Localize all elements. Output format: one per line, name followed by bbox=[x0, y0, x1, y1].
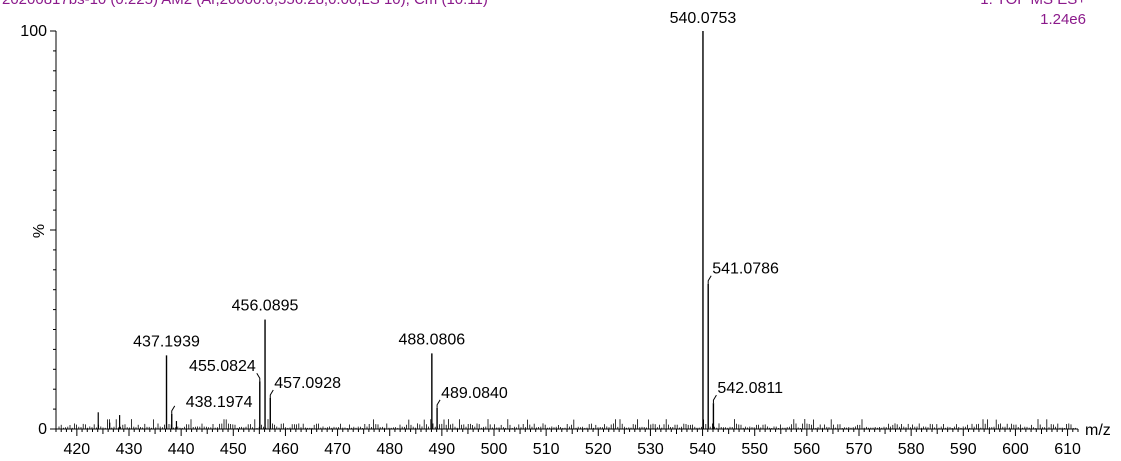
peak-label-leader bbox=[707, 275, 712, 284]
x-tick-label: 460 bbox=[272, 441, 299, 458]
peak-label-leader bbox=[171, 405, 176, 414]
x-tick-label: 490 bbox=[429, 441, 456, 458]
x-tick-label: 560 bbox=[794, 441, 821, 458]
peak-label: 437.1939 bbox=[133, 333, 200, 350]
x-tick-label: 450 bbox=[220, 441, 247, 458]
x-tick-label: 570 bbox=[846, 441, 873, 458]
peak-label-leader bbox=[712, 394, 717, 404]
x-tick-label: 540 bbox=[689, 441, 716, 458]
peak-label: 488.0806 bbox=[398, 331, 465, 348]
x-tick-label: 420 bbox=[64, 441, 91, 458]
y-tick-label: 0 bbox=[38, 421, 47, 438]
x-tick-label: 430 bbox=[116, 441, 143, 458]
y-tick-label: 100 bbox=[20, 23, 47, 40]
x-tick-label: 530 bbox=[637, 441, 664, 458]
x-tick-label: 600 bbox=[1002, 441, 1029, 458]
peaks bbox=[97, 31, 715, 429]
base-peak-intensity: 1.24e6 bbox=[1040, 11, 1086, 28]
peak-labels: 437.1939 438.1974 455.0824 456.0895 457.0928… bbox=[133, 10, 783, 414]
sample-header: 20200817bs-10 (0.225) AM2 (Ar,20000.0,55… bbox=[2, 0, 488, 8]
peak-label: 457.0928 bbox=[274, 375, 341, 392]
peak-label: 455.0824 bbox=[189, 358, 256, 375]
peak-label: 540.0753 bbox=[670, 10, 737, 27]
x-tick-label: 590 bbox=[950, 441, 977, 458]
peak-label-leader bbox=[256, 372, 261, 382]
x-tick-label: 550 bbox=[741, 441, 768, 458]
peak-label-leader bbox=[269, 389, 274, 398]
x-tick-label: 470 bbox=[324, 441, 351, 458]
peak-label-leader bbox=[436, 399, 441, 408]
axes: 0 100 420 430 440 450 460 470 480 490 500 510 520 530… bbox=[20, 23, 1081, 458]
x-tick-label: 440 bbox=[168, 441, 195, 458]
x-tick-label: 520 bbox=[585, 441, 612, 458]
y-axis-label: % bbox=[31, 224, 48, 238]
x-tick-label: 480 bbox=[376, 441, 403, 458]
peak-label: 541.0786 bbox=[712, 261, 779, 278]
x-tick-label: 500 bbox=[481, 441, 508, 458]
x-tick-label: 510 bbox=[533, 441, 560, 458]
x-axis-label: m/z bbox=[1085, 422, 1111, 439]
peak-label: 489.0840 bbox=[441, 385, 508, 402]
peak-label: 438.1974 bbox=[186, 394, 253, 411]
peak-label: 542.0811 bbox=[717, 380, 783, 397]
peak-label: 456.0895 bbox=[232, 298, 299, 315]
instrument-label: 1: TOF MS ES+ bbox=[980, 0, 1086, 8]
baseline-noise bbox=[58, 419, 1076, 429]
x-tick-label: 610 bbox=[1054, 441, 1081, 458]
x-tick-label: 580 bbox=[898, 441, 925, 458]
